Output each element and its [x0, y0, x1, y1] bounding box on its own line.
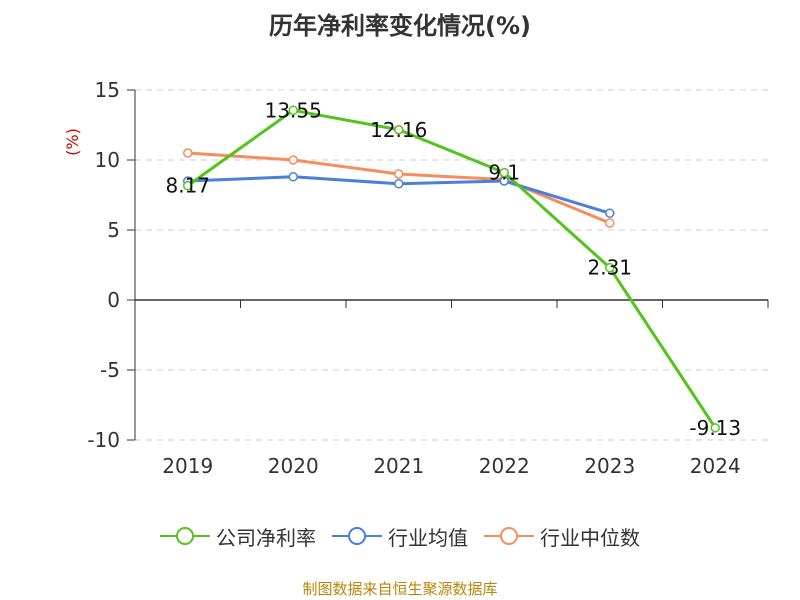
data-label: 13.55: [265, 98, 322, 122]
data-point[interactable]: [288, 105, 298, 116]
data-point[interactable]: [394, 125, 404, 135]
data-point[interactable]: [288, 172, 298, 182]
x-tick-label: 2023: [584, 454, 635, 478]
legend-label: 行业均值: [388, 525, 468, 550]
data-point[interactable]: [183, 180, 193, 191]
data-label: 12.16: [370, 118, 427, 142]
source-note: 制图数据来自恒生聚源数据库: [302, 580, 498, 598]
y-axis-unit-label: (%): [63, 128, 82, 156]
y-tick-label: 15: [95, 78, 120, 102]
grid-layer: [135, 89, 768, 441]
y-tick-label: 5: [107, 218, 120, 242]
data-point[interactable]: [394, 169, 404, 179]
data-point[interactable]: [710, 423, 720, 433]
chart-title: 历年净利率变化情况(%): [269, 12, 531, 40]
legend-label: 行业中位数: [540, 525, 640, 550]
data-point[interactable]: [183, 148, 193, 158]
y-tick-label: -10: [87, 428, 120, 452]
legend-marker-line-circle-icon: [332, 527, 382, 545]
legend-marker-line-circle-icon: [484, 527, 534, 545]
data-label: -9.13: [689, 416, 741, 440]
legend-label: 公司净利率: [216, 525, 316, 550]
legend-item-industry-median[interactable]: 行业中位数: [484, 522, 640, 551]
series-line: [186, 108, 717, 429]
legend-item-company-net-margin[interactable]: 公司净利率: [160, 522, 316, 551]
data-point[interactable]: [605, 218, 615, 228]
x-tick-label: 2021: [373, 454, 424, 478]
data-point[interactable]: [499, 167, 509, 178]
x-tick-label: 2020: [268, 454, 319, 478]
series-layer: [183, 105, 720, 433]
x-tick-label: 2024: [690, 454, 741, 478]
data-point[interactable]: [394, 179, 404, 189]
x-tick-label: 2022: [479, 454, 530, 478]
data-point[interactable]: [605, 208, 615, 218]
axis-layer: 15 10 5 0 -5 -10 2019 2020 2021 2022 2023 2024: [87, 78, 769, 478]
data-label: 8.17: [165, 174, 210, 198]
data-point[interactable]: [605, 262, 615, 273]
legend-marker-line-circle-icon: [160, 527, 210, 545]
data-point[interactable]: [288, 155, 298, 165]
legend-item-industry-average[interactable]: 行业均值: [332, 522, 468, 551]
y-tick-label: -5: [100, 358, 120, 382]
y-tick-label: 0: [107, 288, 120, 312]
y-tick-label: 10: [95, 148, 120, 172]
label-layer: 8.17 13.55 12.16 9.1 2.31 -9.13: [165, 98, 741, 440]
x-tick-label: 2019: [162, 454, 213, 478]
legend: 公司净利率 行业均值 行业中位数: [0, 516, 800, 556]
data-label: 2.31: [587, 256, 632, 280]
data-label: 9.1: [488, 161, 520, 185]
